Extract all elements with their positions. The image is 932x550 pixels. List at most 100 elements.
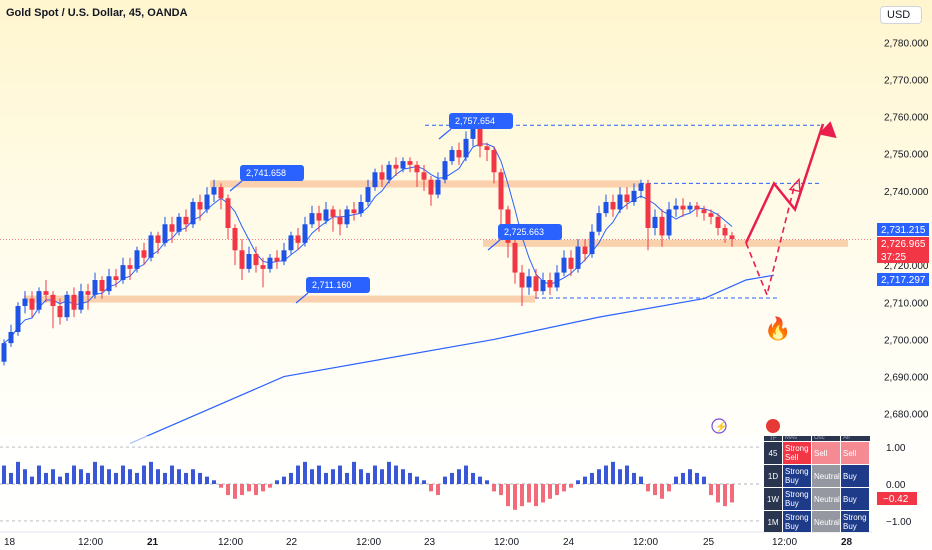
table-header-cell: TF [764, 436, 782, 442]
timeframe-cell: 45 [764, 442, 782, 464]
price-label: 2,757.654 [455, 116, 495, 126]
candle-body [435, 179, 441, 195]
candle-body [8, 332, 14, 344]
indicator-bar [415, 476, 419, 484]
candle-body [589, 231, 595, 254]
rating-cell: Strong Buy [782, 465, 811, 487]
rating-cell: Neutral [811, 488, 840, 510]
candle-body [498, 172, 504, 210]
candle-body [491, 150, 497, 173]
table-header: TF MAs Osc All [764, 436, 870, 442]
indicator-pane: 1.00 0.00 −1.00 −0.42 [0, 436, 917, 532]
candle-body [603, 202, 609, 214]
price-labels: 2,757.654 2,741.658 2,725.663 2,711.160 [229, 113, 562, 304]
rating-cell: Buy [840, 488, 869, 510]
indicator-bar [16, 461, 20, 484]
table-row: 1W Strong Buy Neutral Buy [764, 488, 870, 511]
indicator-last-badge [877, 492, 917, 505]
price-label-pointer [487, 239, 501, 251]
rating-cell: Neutral [811, 465, 840, 487]
indicator-bar [65, 472, 69, 484]
slow-ma-line [129, 274, 775, 444]
indicator-bar [121, 465, 125, 484]
indicator-bar [534, 484, 538, 507]
candle-body [351, 209, 357, 214]
price-label: 2,725.663 [504, 227, 544, 237]
indicator-bar [240, 484, 244, 496]
candle-body [176, 216, 182, 232]
indicator-bar [233, 484, 237, 499]
candle-body [141, 250, 147, 258]
indicator-bar [51, 469, 55, 484]
candle-body [449, 150, 455, 162]
candle-body [477, 127, 483, 147]
indicator-bar [667, 484, 671, 492]
candle-body [400, 161, 406, 169]
candle-body [701, 209, 707, 214]
fire-icon: 🔥 [764, 316, 791, 341]
candle-body [22, 298, 28, 306]
candle-body [687, 205, 693, 210]
candle-body [379, 172, 385, 180]
candle-body [71, 294, 77, 310]
indicator-bar [282, 476, 286, 484]
table-row: 1D Strong Buy Neutral Buy [764, 465, 870, 488]
indicator-bar [674, 476, 678, 484]
candle-body [15, 306, 21, 332]
indicator-bar [359, 469, 363, 484]
indicator-bar [352, 461, 356, 484]
indicator-bar [541, 484, 545, 503]
indicator-bar [443, 476, 447, 484]
dashed-levels [0, 124, 872, 299]
candle-body [442, 161, 448, 180]
indicator-bar [212, 480, 216, 484]
candle-body [260, 265, 266, 269]
indicator-bar [9, 472, 13, 484]
candle-body [393, 164, 399, 169]
indicator-bar [380, 469, 384, 484]
candle-body [64, 294, 70, 318]
candle-body [1, 343, 7, 362]
time-tick: 28 [841, 537, 853, 548]
indicator-bar [555, 484, 559, 496]
indicator-bar [135, 472, 139, 484]
indicator-bar [310, 469, 314, 484]
rating-cell: Neutral [811, 511, 840, 532]
candle-body [246, 254, 252, 269]
candle-body [36, 291, 42, 310]
price-badge-text: 2,717.297 [881, 275, 926, 286]
candle-body [386, 164, 392, 180]
projection-arrows [744, 121, 837, 298]
candle-body [204, 194, 210, 210]
indicator-bar [583, 476, 587, 484]
indicator-bar [394, 465, 398, 484]
indicator-bar [387, 461, 391, 484]
indicator-bar [408, 472, 412, 484]
candle-body [197, 202, 203, 210]
price-axis: 2,780.000 2,770.000 2,760.000 2,750.000 2,74… [877, 38, 929, 421]
indicator-bar [576, 480, 580, 484]
event-icons: ⚡🔥 [711, 316, 791, 434]
candle-body [414, 164, 420, 173]
zone-band [24, 295, 535, 303]
candle-body [113, 276, 119, 280]
indicator-bar [436, 484, 440, 496]
indicator-bar [114, 472, 118, 484]
indicator-bar [30, 476, 34, 484]
candle-body [127, 265, 133, 269]
indicator-bar [2, 465, 6, 484]
rating-cell: Strong Buy [840, 511, 869, 532]
indicator-bar [660, 484, 664, 499]
currency-selector[interactable]: USD [880, 6, 922, 24]
indicator-bar [492, 484, 496, 492]
candle-body [463, 138, 469, 158]
candle-body [218, 187, 224, 199]
time-tick: 22 [286, 537, 298, 548]
candle-body [645, 183, 651, 228]
candle-body [652, 216, 658, 228]
price-tick: 2,720.000 [884, 261, 929, 272]
indicator-bar [471, 472, 475, 484]
indicator-bar [730, 484, 734, 503]
candle-body [316, 213, 322, 221]
